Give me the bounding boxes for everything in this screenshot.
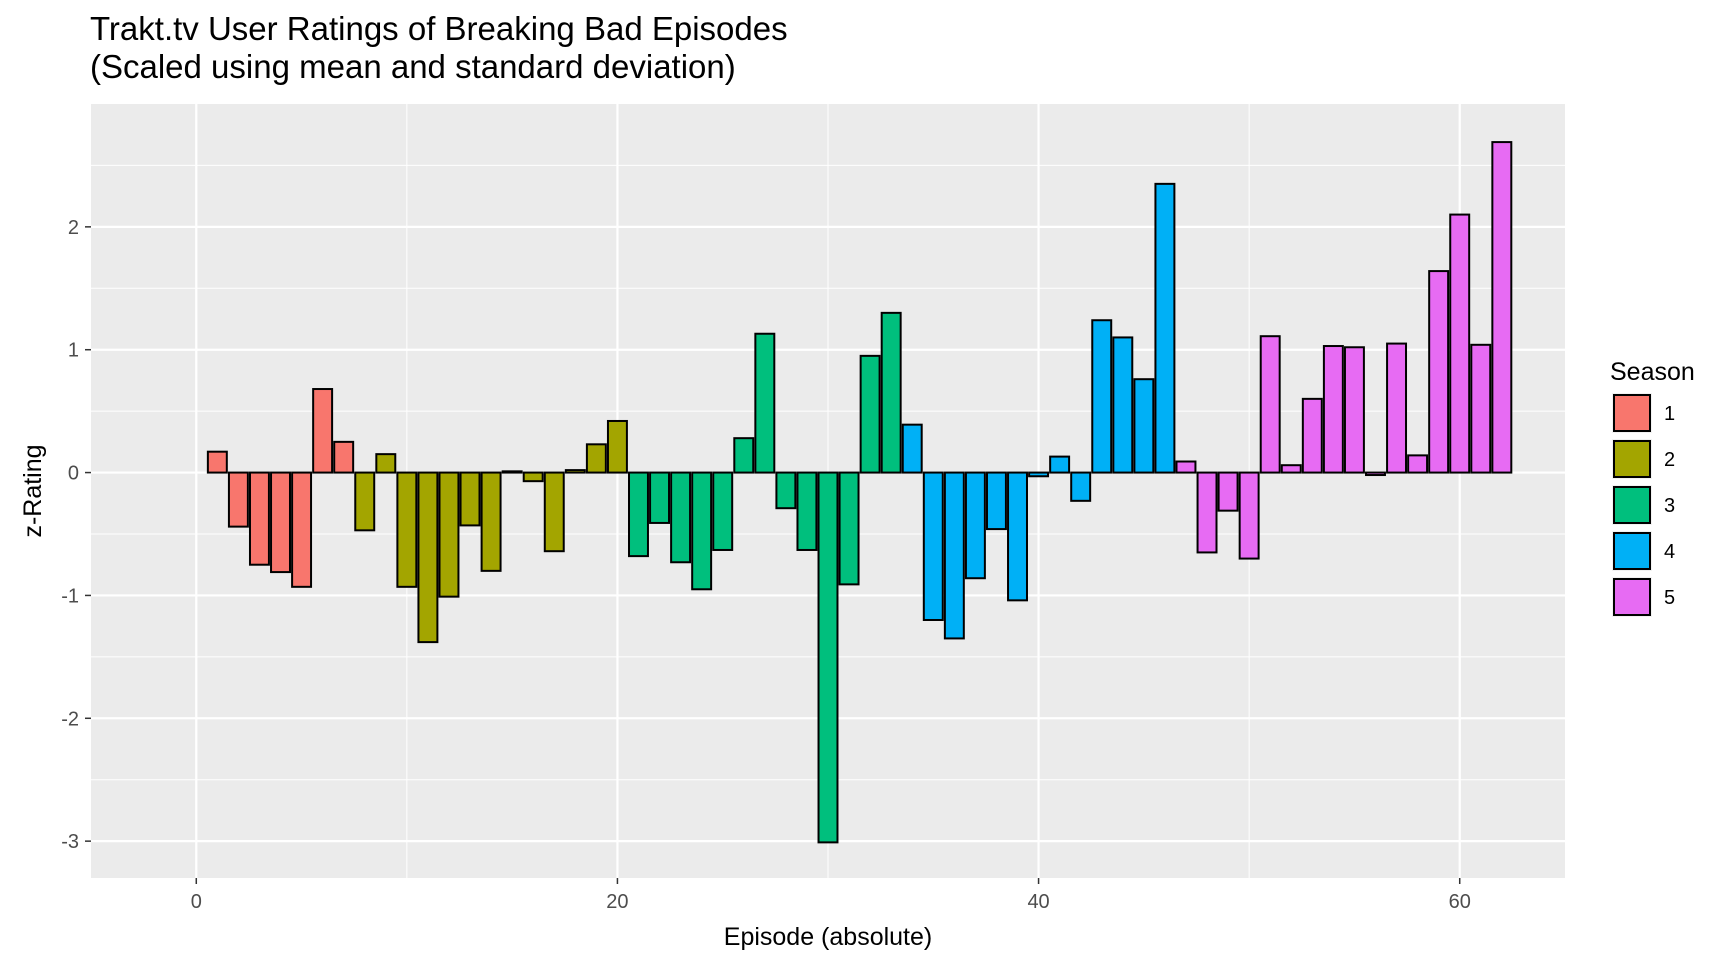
y-tick-label: -1 bbox=[61, 585, 79, 607]
chart-subtitle: (Scaled using mean and standard deviatio… bbox=[90, 48, 736, 85]
legend-label: 3 bbox=[1664, 495, 1675, 517]
bar bbox=[1007, 471, 1028, 602]
bar bbox=[838, 471, 860, 586]
bar bbox=[1301, 397, 1323, 474]
legend-label: 1 bbox=[1664, 403, 1675, 425]
bar bbox=[1428, 270, 1450, 474]
y-tick-label: 0 bbox=[68, 463, 79, 485]
y-axis-title: z-Rating bbox=[19, 444, 47, 537]
legend-label: 4 bbox=[1664, 541, 1675, 563]
y-tick-label: -2 bbox=[61, 708, 79, 730]
bar bbox=[859, 354, 881, 474]
bar bbox=[670, 471, 692, 564]
bar bbox=[964, 471, 986, 580]
legend-key bbox=[1613, 578, 1651, 616]
bar bbox=[354, 471, 376, 532]
bar bbox=[817, 471, 839, 844]
bar bbox=[1133, 378, 1155, 474]
x-tick-label: 0 bbox=[191, 891, 202, 913]
bar bbox=[438, 471, 460, 598]
bar bbox=[501, 470, 523, 474]
bar bbox=[1112, 336, 1134, 474]
bar bbox=[1365, 471, 1386, 477]
bar bbox=[1259, 335, 1281, 474]
bar bbox=[1049, 455, 1071, 474]
bar bbox=[649, 471, 671, 524]
bar bbox=[543, 471, 565, 553]
bar bbox=[775, 471, 797, 510]
bar bbox=[1196, 471, 1218, 554]
bar bbox=[796, 471, 818, 551]
bar bbox=[1386, 342, 1408, 474]
bar bbox=[396, 471, 418, 588]
bar bbox=[712, 471, 734, 551]
legend-label: 5 bbox=[1664, 587, 1675, 609]
x-tick-label: 20 bbox=[606, 891, 628, 913]
bar bbox=[922, 471, 944, 622]
y-tick-label: -3 bbox=[61, 831, 79, 853]
bar bbox=[270, 471, 291, 574]
bar bbox=[227, 471, 249, 528]
bar bbox=[1491, 141, 1513, 474]
bar bbox=[585, 443, 607, 474]
bar bbox=[1028, 471, 1050, 478]
bar bbox=[1280, 464, 1302, 474]
bar bbox=[1154, 182, 1176, 474]
bar bbox=[943, 471, 965, 640]
bar bbox=[1238, 471, 1260, 560]
bar bbox=[564, 469, 586, 474]
bar bbox=[606, 419, 628, 474]
bar bbox=[1217, 471, 1239, 512]
legend-key bbox=[1613, 532, 1651, 570]
bar bbox=[248, 471, 270, 566]
bar bbox=[375, 453, 397, 474]
x-axis-title: Episode (absolute) bbox=[724, 923, 932, 951]
legend-title: Season bbox=[1610, 358, 1695, 386]
bar bbox=[1407, 454, 1429, 474]
bar bbox=[1091, 319, 1113, 474]
bar bbox=[754, 332, 776, 474]
bar bbox=[1470, 343, 1492, 474]
bar bbox=[691, 471, 713, 591]
bar bbox=[417, 471, 439, 644]
chart-title: Trakt.tv User Ratings of Breaking Bad Ep… bbox=[90, 10, 788, 47]
legend-key bbox=[1613, 486, 1651, 524]
bar bbox=[206, 450, 228, 474]
bar bbox=[1175, 460, 1197, 474]
bar bbox=[312, 388, 334, 474]
x-tick-label: 60 bbox=[1449, 891, 1471, 913]
bar bbox=[1343, 346, 1365, 474]
bar bbox=[1449, 213, 1471, 474]
bar bbox=[333, 440, 355, 474]
legend-key bbox=[1613, 394, 1651, 432]
y-tick-label: 2 bbox=[68, 217, 79, 239]
legend-key bbox=[1613, 440, 1651, 478]
bar bbox=[1322, 345, 1344, 474]
bar bbox=[628, 471, 649, 558]
bar bbox=[901, 423, 923, 474]
bar bbox=[522, 471, 544, 483]
bar bbox=[459, 471, 481, 527]
bar bbox=[480, 471, 502, 572]
bar bbox=[733, 437, 755, 474]
bar bbox=[985, 471, 1007, 531]
bar bbox=[880, 311, 902, 474]
x-tick-label: 40 bbox=[1027, 891, 1049, 913]
bar bbox=[1070, 471, 1092, 502]
legend-label: 2 bbox=[1664, 449, 1675, 471]
bar bbox=[291, 471, 313, 588]
y-tick-label: 1 bbox=[68, 340, 79, 362]
